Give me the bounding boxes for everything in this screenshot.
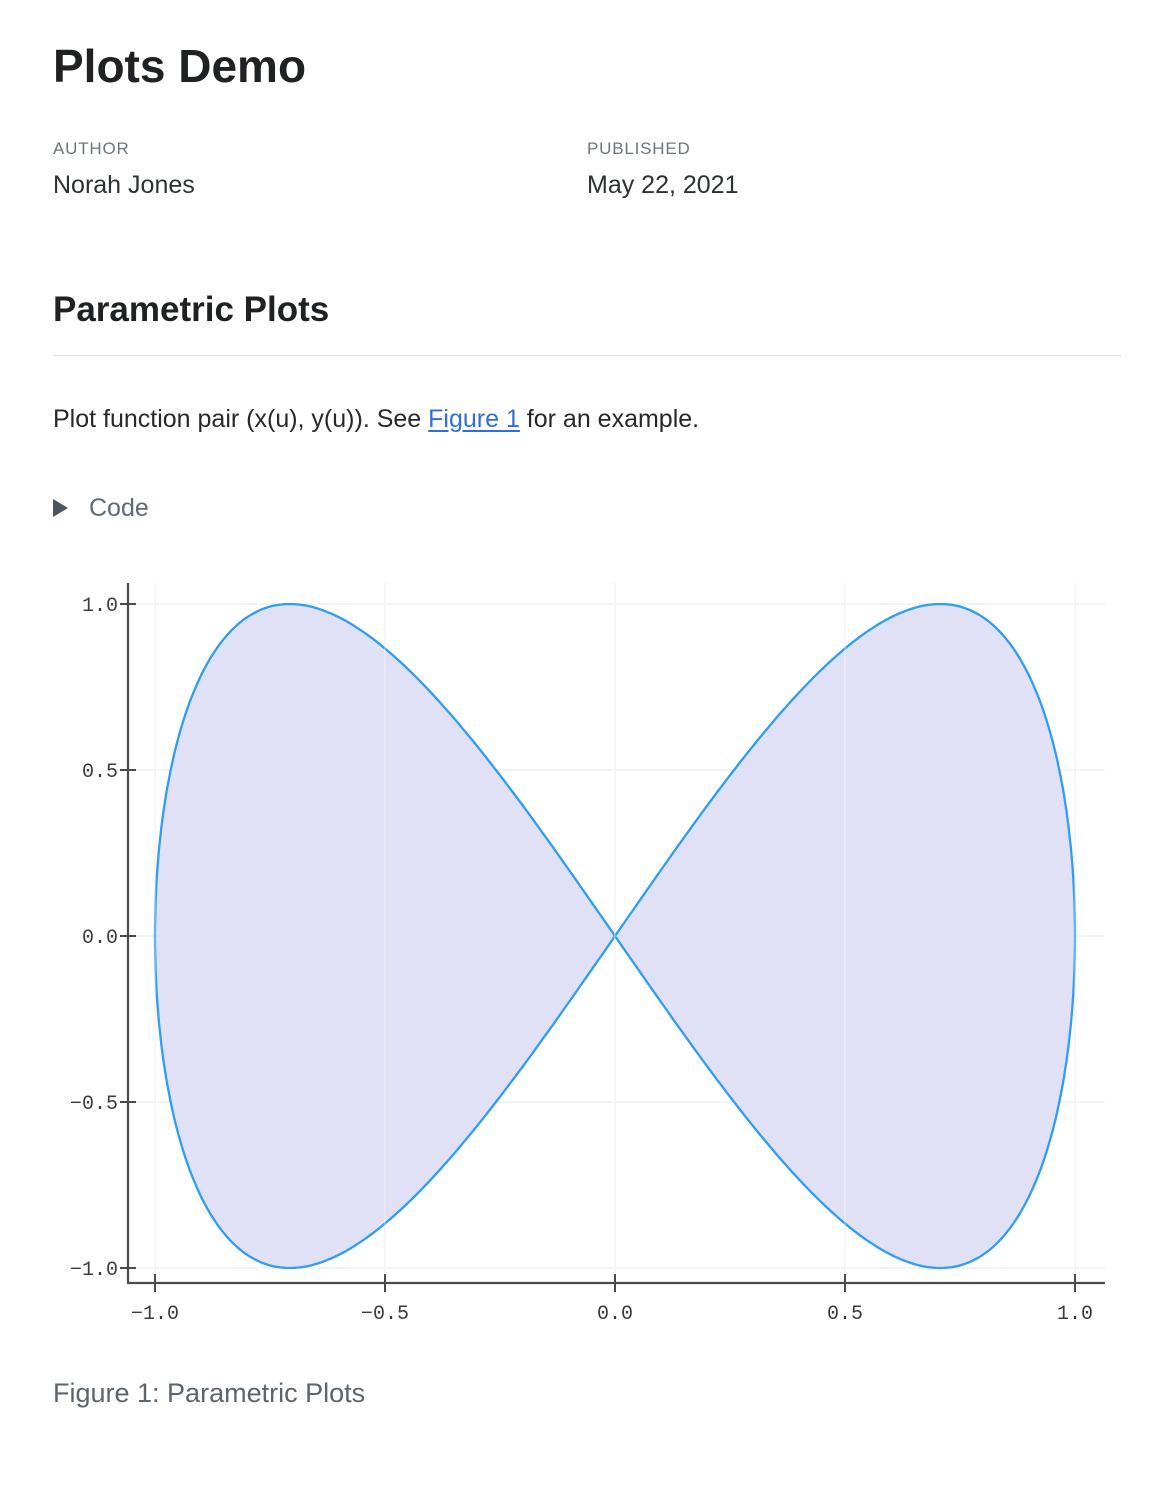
x-tick-label: 0.5 <box>827 1303 863 1326</box>
parametric-plot: −1.0 −0.5 0.0 0.5 1.0 −1.0 −0.5 0.0 0.5 1.0 <box>70 582 1105 1326</box>
y-tick-label: 1.0 <box>82 595 118 618</box>
published-label: PUBLISHED <box>587 138 691 158</box>
title-meta: AUTHOR Norah Jones PUBLISHED May 22, 202… <box>53 139 1121 200</box>
x-tick-label: −1.0 <box>131 1303 179 1326</box>
title-block: Plots Demo AUTHOR Norah Jones PUBLISHED … <box>53 0 1121 200</box>
document-page: Plots Demo AUTHOR Norah Jones PUBLISHED … <box>53 0 1121 1409</box>
author-block: AUTHOR Norah Jones <box>53 139 587 200</box>
body-paragraph: Plot function pair (x(u), y(u)). See Fig… <box>53 405 1121 434</box>
series-line <box>153 602 1077 1270</box>
published-date: May 22, 2021 <box>587 170 739 199</box>
y-tick-label: 0.5 <box>82 761 118 784</box>
code-fold-label: Code <box>89 493 149 522</box>
triangle-right-icon <box>53 499 68 518</box>
y-tick-label: −0.5 <box>70 1093 118 1116</box>
x-tick-label: −0.5 <box>361 1303 409 1326</box>
code-fold-toggle[interactable]: Code <box>53 494 1121 523</box>
body-text-after-link: for an example. <box>519 404 700 433</box>
section-parametric-plots: Parametric Plots Plot function pair (x(u… <box>53 290 1121 1409</box>
y-tick-label: 0.0 <box>82 927 118 950</box>
published-block: PUBLISHED May 22, 2021 <box>587 139 1121 200</box>
page-title: Plots Demo <box>53 40 307 92</box>
x-tick-label: 0.0 <box>597 1303 633 1326</box>
x-tick-label: 1.0 <box>1057 1303 1093 1326</box>
author-label: AUTHOR <box>53 138 130 158</box>
figure-1: −1.0 −0.5 0.0 0.5 1.0 −1.0 −0.5 0.0 0.5 1.0 Figur… <box>53 573 1121 1409</box>
y-tick-label: −1.0 <box>70 1259 118 1282</box>
author-name: Norah Jones <box>53 170 195 199</box>
figure-caption: Figure 1: Parametric Plots <box>53 1377 366 1408</box>
body-text-before-link: Plot function pair (x(u), y(u)). See <box>53 404 429 433</box>
figure-1-link[interactable]: Figure 1 <box>428 404 520 433</box>
section-heading: Parametric Plots <box>53 290 1121 356</box>
